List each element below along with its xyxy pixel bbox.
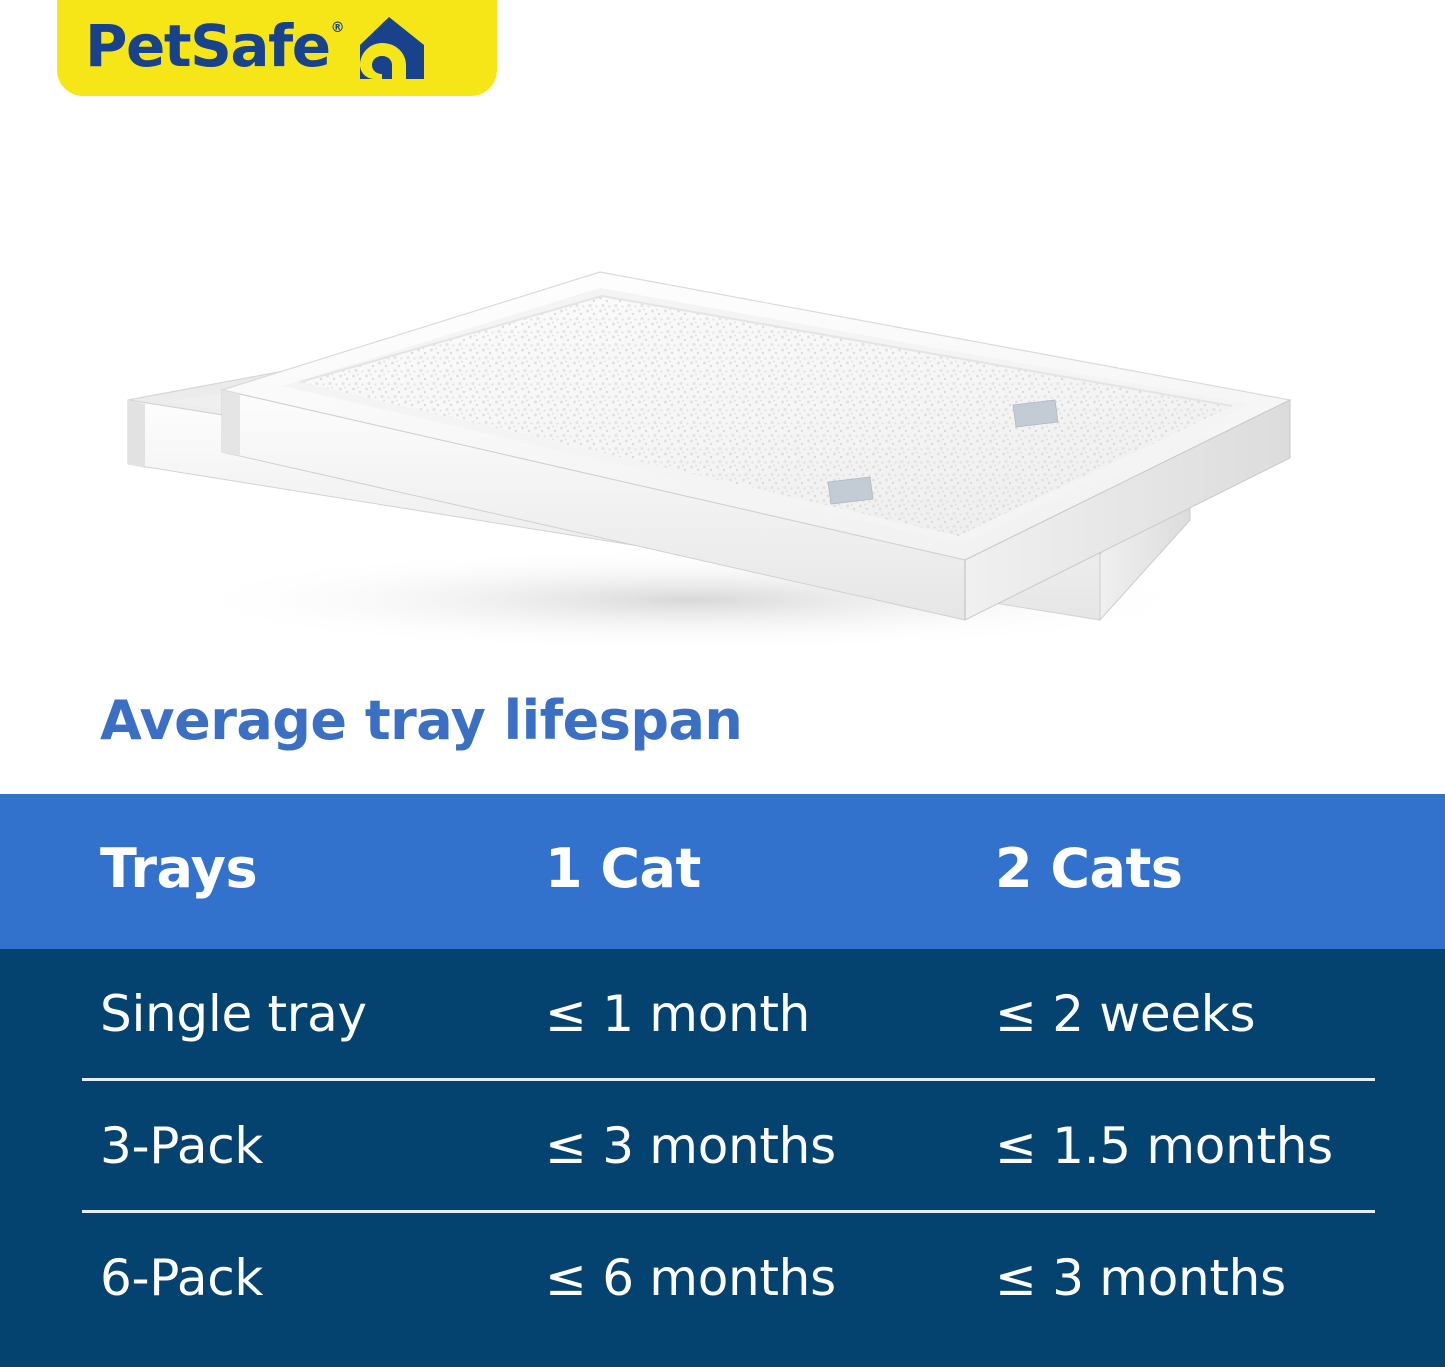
column-header-one-cat: 1 Cat (545, 837, 701, 900)
product-photo (0, 100, 1445, 660)
cell-one-cat: ≤ 6 months (545, 1249, 836, 1307)
row-divider (82, 1210, 1375, 1213)
column-header-two-cats: 2 Cats (995, 837, 1183, 900)
table-body: Single tray ≤ 1 month ≤ 2 weeks 3-Pack ≤… (0, 949, 1445, 1367)
brand-logo-badge: PetSafe® (57, 0, 497, 96)
cell-one-cat: ≤ 1 month (545, 985, 811, 1043)
column-header-trays: Trays (100, 837, 258, 900)
table-row: 3-Pack ≤ 3 months ≤ 1.5 months (0, 1081, 1445, 1213)
cell-one-cat: ≤ 3 months (545, 1117, 836, 1175)
cell-trays: 3-Pack (100, 1117, 264, 1175)
table-row: 6-Pack ≤ 6 months ≤ 3 months (0, 1213, 1445, 1345)
row-divider (82, 1078, 1375, 1081)
table-header-row: Trays 1 Cat 2 Cats (0, 794, 1445, 949)
section-title: Average tray lifespan (100, 689, 743, 752)
cell-trays: Single tray (100, 985, 367, 1043)
cell-two-cats: ≤ 3 months (995, 1249, 1286, 1307)
registered-trademark-icon: ® (330, 19, 345, 36)
house-with-paw-icon (352, 15, 426, 83)
cell-two-cats: ≤ 1.5 months (995, 1117, 1333, 1175)
cell-trays: 6-Pack (100, 1249, 264, 1307)
lifespan-table: Trays 1 Cat 2 Cats Single tray ≤ 1 month… (0, 794, 1445, 1367)
tray-tab-icon (827, 399, 1059, 505)
brand-name-text: PetSafe (85, 12, 331, 80)
table-row: Single tray ≤ 1 month ≤ 2 weeks (0, 949, 1445, 1081)
cell-two-cats: ≤ 2 weeks (995, 985, 1256, 1043)
brand-wordmark: PetSafe® (85, 17, 345, 75)
